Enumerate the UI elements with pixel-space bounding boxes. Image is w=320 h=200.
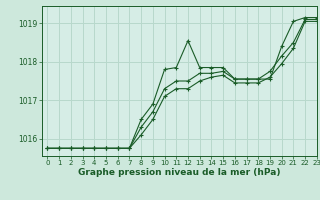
X-axis label: Graphe pression niveau de la mer (hPa): Graphe pression niveau de la mer (hPa) [78, 168, 280, 177]
